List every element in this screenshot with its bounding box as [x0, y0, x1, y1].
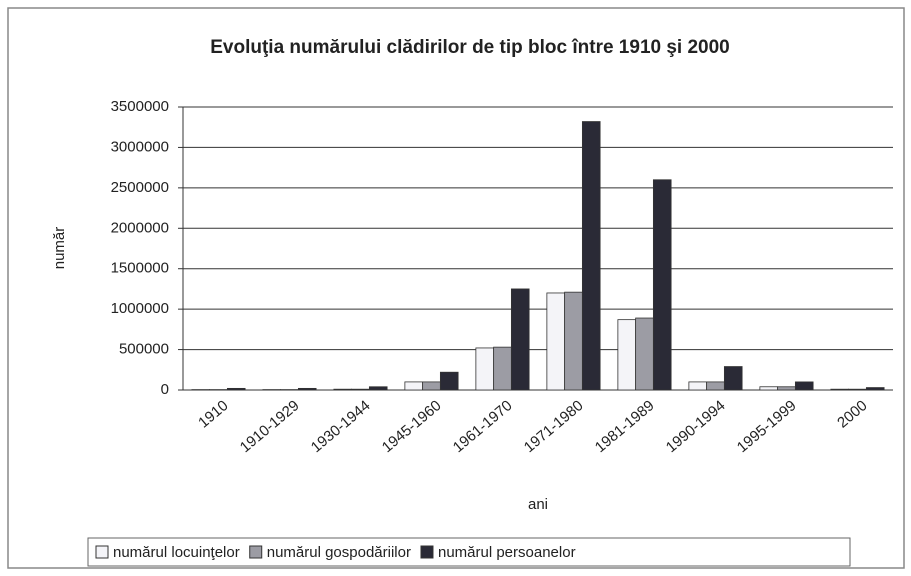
legend-label: numărul persoanelor: [438, 544, 576, 561]
bar: [422, 381, 441, 391]
y-tick-label: 500000: [119, 341, 169, 358]
legend-label: numărul gospodăriilor: [267, 544, 411, 561]
chart-frame: [7, 7, 905, 569]
bar: [723, 366, 743, 391]
bar: [564, 291, 583, 391]
y-tick-label: 0: [161, 381, 169, 398]
bar: [865, 387, 885, 391]
y-axis-label: număr: [51, 227, 68, 270]
y-tick-label: 2000000: [111, 219, 169, 236]
bar: [848, 388, 867, 391]
x-axis-label: ani: [528, 496, 548, 513]
legend-swatch: [95, 545, 109, 559]
legend-swatch: [249, 545, 263, 559]
chart-title: Evoluţia numărului clădirilor de tip blo…: [210, 37, 730, 58]
y-tick-label: 3000000: [111, 138, 169, 155]
bar: [688, 381, 708, 391]
bar: [652, 179, 672, 391]
bar: [581, 121, 601, 391]
bar: [830, 388, 850, 391]
bar: [546, 292, 566, 391]
legend-label: numărul locuinţelor: [113, 544, 240, 561]
bar: [439, 371, 459, 391]
legend-box: [87, 537, 851, 567]
bar: [475, 347, 495, 391]
bar: [759, 386, 779, 391]
bar: [510, 288, 530, 391]
y-tick-label: 3500000: [111, 98, 169, 115]
y-tick-label: 1500000: [111, 260, 169, 277]
bar: [297, 387, 317, 391]
legend-swatch: [420, 545, 434, 559]
bar: [493, 346, 512, 391]
y-tick-label: 1000000: [111, 300, 169, 317]
bar: [351, 388, 370, 391]
bar: [226, 387, 246, 391]
bar: [706, 381, 725, 391]
bar: [368, 386, 388, 391]
bar: [333, 388, 353, 391]
bar: [794, 381, 814, 391]
bar: [635, 317, 654, 391]
bar: [617, 319, 637, 391]
y-tick-label: 2500000: [111, 179, 169, 196]
bar: [404, 381, 424, 391]
bar: [777, 386, 796, 391]
